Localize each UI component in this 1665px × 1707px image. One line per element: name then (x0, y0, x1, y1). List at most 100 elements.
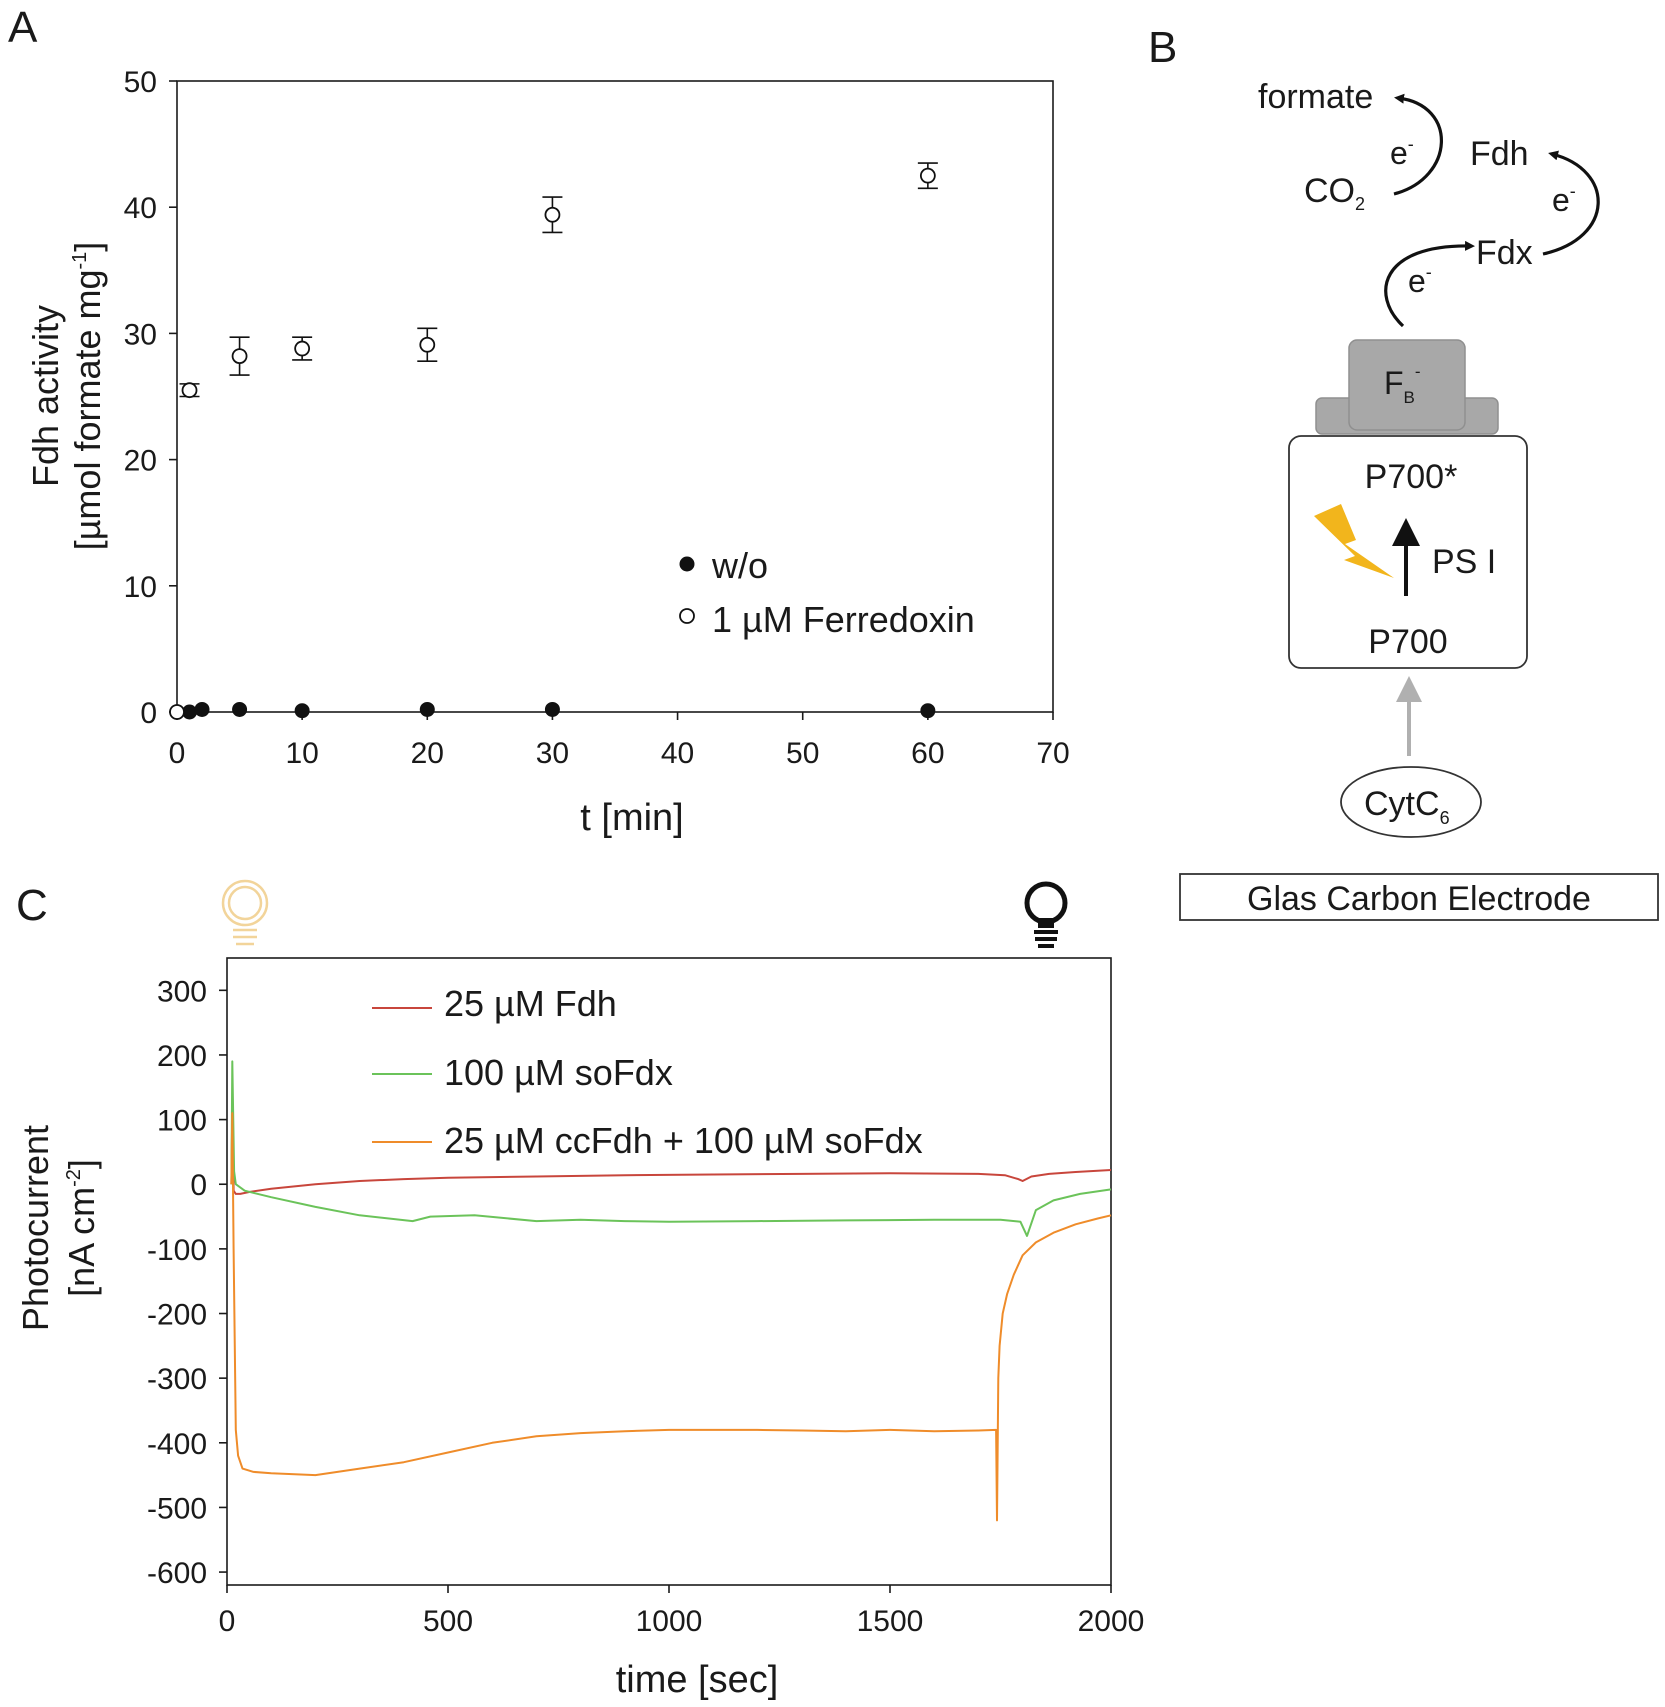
panel-a-point-ferredoxin (919, 167, 936, 184)
cytc-main: CytC (1364, 785, 1440, 823)
formate-label: formate (1258, 78, 1373, 116)
panel-c-x-tick-label: 1500 (857, 1605, 924, 1638)
panel-c-y-tick-label: 100 (157, 1105, 207, 1138)
panel-c-x-tick-label: 0 (219, 1605, 236, 1638)
panel-a-legend: w/o 1 µM Ferredoxin (679, 545, 975, 640)
panel-c-series (230, 1060, 1112, 1522)
panel-a-x-axis-title: t [min] (580, 797, 683, 839)
panel-b-label: B (1148, 23, 1177, 72)
panel-a-y-tick-label: 0 (140, 697, 157, 730)
panel-c-y-tick-label: 0 (190, 1169, 207, 1202)
panel-c-y-tick-label: -600 (147, 1557, 207, 1590)
panel-a-point-wo (182, 704, 198, 720)
legend-marker-ferredoxin (679, 608, 695, 624)
cytc-subscript: 6 (1440, 808, 1450, 828)
electrode-box (1179, 873, 1659, 921)
electron-label-1: e- (1390, 134, 1414, 171)
panel-c-line-fdh (230, 1105, 1112, 1195)
panel-a-point-wo (194, 701, 210, 717)
panel-c-y-tick-label: -400 (147, 1428, 207, 1461)
panel-c-ticks: 0 500 1000 1500 20003002001000-100-200-300-4… (147, 975, 1144, 1638)
panel-a-y-tick-label: 20 (124, 445, 157, 478)
co2-subscript: 2 (1355, 194, 1365, 214)
lightbulb-on-icon (1024, 881, 1068, 948)
electron-2-sup: - (1570, 181, 1576, 201)
panel-a-point-wo (232, 701, 248, 717)
panel-a-point-ferredoxin (169, 704, 185, 720)
panel-c-y-axis-title: Photocurrent [nA cm-2] (15, 1125, 102, 1331)
electron-3-base: e (1408, 263, 1426, 299)
panel-a-y-axis-line1: Fdh activity (25, 305, 66, 487)
legend-marker-wo (679, 556, 695, 572)
panel-c-label: C (16, 881, 48, 930)
ps1-label: PS I (1432, 543, 1496, 581)
panel-a-points (169, 162, 938, 720)
panel-a-point-ferredoxin (294, 340, 311, 357)
panel-b: B formate CO2 e- Fdh e- Fdx e- FB- P700*… (1148, 23, 1659, 921)
panel-c-y-tick-label: -100 (147, 1234, 207, 1267)
electrode-label: Glas Carbon Electrode (1247, 880, 1591, 918)
panel-a-x-tick-label: 10 (285, 737, 318, 770)
panel-c-y-tick-label: -500 (147, 1492, 207, 1525)
arrow-fb-to-fdx (1384, 240, 1475, 328)
electron-2-base: e (1552, 182, 1570, 218)
bulb-on-glass (1024, 881, 1068, 925)
panel-a-y-tick-label: 50 (124, 66, 157, 99)
panel-c-line-sofdx (230, 1060, 1112, 1237)
panel-a-x-tick-label: 0 (169, 737, 186, 770)
cytc-label: CytC6 (1364, 785, 1450, 828)
panel-a-y-tick-label: 30 (124, 318, 157, 351)
panel-a-point-wo (419, 701, 435, 717)
fb-cluster-top (1348, 339, 1466, 431)
panel-c: C 0 500 1000 1500 20003002001000-100-200-300… (15, 879, 1144, 1701)
cytc-arrow-head (1396, 676, 1422, 702)
panel-c-x-tick-label: 1000 (636, 1605, 703, 1638)
fb-superscript: - (1415, 362, 1421, 381)
panel-a-x-tick-label: 30 (536, 737, 569, 770)
fb-main: F (1384, 365, 1404, 401)
panel-c-y-axis-unit-close: ] (61, 1159, 102, 1169)
panel-c-line-ccfdh-sofdx (230, 1112, 1112, 1522)
legend-label-ccfdh-sofdx: 25 µM ccFdh + 100 µM soFdx (444, 1120, 923, 1161)
panel-c-y-axis-unit: [nA cm (61, 1187, 102, 1297)
panel-a: A 0 10 20 30 40 50 60 70 0 10 20 30 40 50 t [min] Fdh… (8, 3, 1070, 839)
panel-a-point-ferredoxin (231, 348, 248, 365)
fdx-label: Fdx (1476, 234, 1533, 272)
legend-label-wo: w/o (711, 545, 768, 586)
panel-c-y-tick-label: 300 (157, 975, 207, 1008)
panel-a-point-wo (294, 703, 310, 719)
legend-label-sofdx: 100 µM soFdx (444, 1052, 673, 1093)
excitation-arrow-head (1392, 518, 1420, 546)
panel-c-x-tick-label: 500 (423, 1605, 473, 1638)
fdh-label: Fdh (1470, 135, 1529, 173)
panel-a-y-tick-label: 10 (124, 571, 157, 604)
p700-label: P700 (1368, 623, 1447, 661)
fb-cluster: FB- (1315, 339, 1499, 435)
cytc-ellipse (1340, 766, 1482, 838)
p700-star-label: P700* (1365, 458, 1458, 496)
bulb-off-glass-inner (227, 885, 263, 921)
lightning-icon (1314, 504, 1394, 578)
bulb-off-glass (221, 879, 269, 927)
arrow-co2-to-formate (1393, 93, 1443, 196)
co2-main: CO (1304, 172, 1355, 210)
panel-a-y-tick-label: 40 (124, 192, 157, 225)
panel-c-legend: 25 µM Fdh 100 µM soFdx 25 µM ccFdh + 100… (372, 983, 923, 1161)
panel-c-x-axis-title: time [sec] (616, 1659, 779, 1701)
electron-label-2: e- (1552, 181, 1576, 218)
panel-a-x-tick-label: 50 (786, 737, 819, 770)
panel-a-point-wo (920, 703, 936, 719)
panel-a-point-ferredoxin (419, 336, 436, 353)
panel-a-x-tick-label: 40 (661, 737, 694, 770)
bulb-on-neck (1038, 918, 1054, 928)
panel-c-y-tick-label: -200 (147, 1299, 207, 1332)
fb-subscript: B (1404, 388, 1415, 407)
panel-a-y-axis-unit-sup: -1 (69, 252, 91, 270)
panel-a-point-wo (544, 701, 560, 717)
panel-c-y-tick-label: -300 (147, 1363, 207, 1396)
panel-c-y-tick-label: 200 (157, 1040, 207, 1073)
legend-label-fdh: 25 µM Fdh (444, 983, 617, 1024)
legend-label-ferredoxin: 1 µM Ferredoxin (712, 599, 975, 640)
panel-a-ticks: 0 10 20 30 40 50 60 70 0 10 20 30 40 50 (124, 66, 1070, 770)
